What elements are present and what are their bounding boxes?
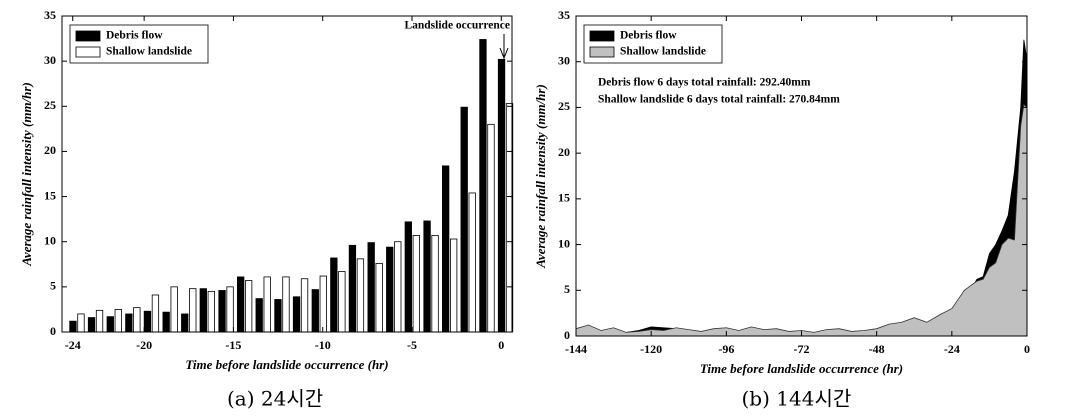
arrow-head (499, 47, 509, 60)
y-tick-label: 25 (558, 99, 570, 113)
bar (255, 298, 263, 333)
bar (226, 286, 234, 333)
y-axis-label: Average rainfall intensity (mm/hr) (19, 82, 34, 267)
y-tick-label: 5 (564, 282, 570, 296)
x-tick-label: -96 (718, 342, 734, 356)
legend-label: Shallow landslide (620, 46, 706, 58)
bar (218, 290, 226, 333)
bar (292, 296, 301, 333)
bar (199, 288, 207, 333)
bar (263, 276, 271, 333)
caption: (a) 24시간 (227, 387, 323, 411)
annotation: Shallow landslide 6 days total rainfall:… (598, 94, 840, 106)
legend-label: Debris flow (620, 30, 677, 42)
bar (338, 271, 346, 333)
y-tick-label: 15 (44, 188, 56, 202)
y-tick-label: 25 (44, 98, 56, 112)
legend-swatch (589, 30, 615, 42)
x-tick-label: -48 (869, 342, 885, 356)
x-tick-label: -24 (65, 338, 81, 352)
bar (300, 278, 309, 333)
legend-swatch (75, 46, 101, 58)
bar (348, 244, 357, 333)
x-tick-label: -120 (640, 342, 662, 356)
bar (375, 262, 383, 333)
x-tick-label: -5 (407, 338, 417, 352)
bar (394, 241, 402, 333)
bar (170, 286, 178, 333)
bar (106, 316, 114, 333)
bar (330, 257, 338, 333)
x-tick-label: -72 (794, 342, 810, 356)
area (575, 103, 1028, 337)
bar (133, 307, 141, 333)
x-tick-label: 0 (1024, 342, 1030, 356)
x-tick-label: -10 (315, 338, 331, 352)
bar (449, 238, 458, 333)
bar (95, 309, 104, 333)
y-axis-label: Average rainfall intensity (mm/hr) (533, 84, 548, 269)
bar (412, 234, 420, 333)
x-axis-label: Time before landslide occurrence (hr) (700, 361, 903, 376)
y-tick-label: 10 (558, 236, 570, 250)
bar (244, 280, 253, 333)
annotation: Landslide occurrence (404, 20, 510, 32)
bar (404, 221, 412, 333)
legend-swatch (75, 30, 101, 42)
bar (207, 290, 215, 333)
bar (367, 242, 375, 333)
y-tick-label: 35 (44, 8, 56, 22)
bar (125, 313, 133, 333)
y-tick-label: 15 (558, 191, 570, 205)
y-tick-label: 10 (44, 233, 56, 247)
y-tick-label: 20 (558, 145, 570, 159)
bar (77, 313, 85, 333)
y-tick-label: 0 (50, 324, 56, 338)
bar (460, 106, 468, 333)
bar (282, 276, 290, 333)
y-tick-label: 5 (50, 279, 56, 293)
plot-frame (61, 15, 513, 333)
bar (274, 299, 282, 333)
x-tick-label: -144 (565, 342, 587, 356)
bar (431, 234, 439, 333)
bar (356, 258, 365, 333)
x-axis-label: Time before landslide occurrence (hr) (185, 357, 388, 372)
legend-label: Shallow landslide (106, 46, 192, 58)
bar (189, 288, 197, 333)
bar (114, 309, 122, 333)
plot-frame (575, 15, 1028, 337)
bar (386, 246, 394, 333)
legend-label: Debris flow (106, 30, 163, 42)
bar (497, 58, 506, 333)
bar (423, 220, 431, 333)
caption: (b) 144시간 (742, 387, 852, 411)
y-tick-label: 35 (558, 8, 570, 22)
x-tick-label: -24 (944, 342, 960, 356)
x-tick-label: -15 (225, 338, 241, 352)
bar (181, 313, 189, 333)
x-tick-label: 0 (498, 338, 504, 352)
bar (162, 311, 170, 333)
bar (468, 192, 476, 333)
bar (236, 276, 245, 333)
bar (479, 39, 487, 333)
y-tick-label: 0 (564, 328, 570, 342)
bar (441, 165, 450, 333)
bar (87, 317, 96, 333)
legend-swatch (589, 46, 615, 58)
bar (311, 289, 319, 333)
bar (487, 123, 495, 333)
bar (143, 310, 152, 333)
y-tick-label: 30 (44, 53, 56, 67)
bar (319, 275, 327, 333)
x-tick-label: -20 (136, 338, 152, 352)
y-tick-label: 20 (44, 143, 56, 157)
y-tick-label: 30 (558, 53, 570, 67)
bar (151, 294, 160, 333)
annotation: Debris flow 6 days total rainfall: 292.4… (598, 77, 811, 89)
